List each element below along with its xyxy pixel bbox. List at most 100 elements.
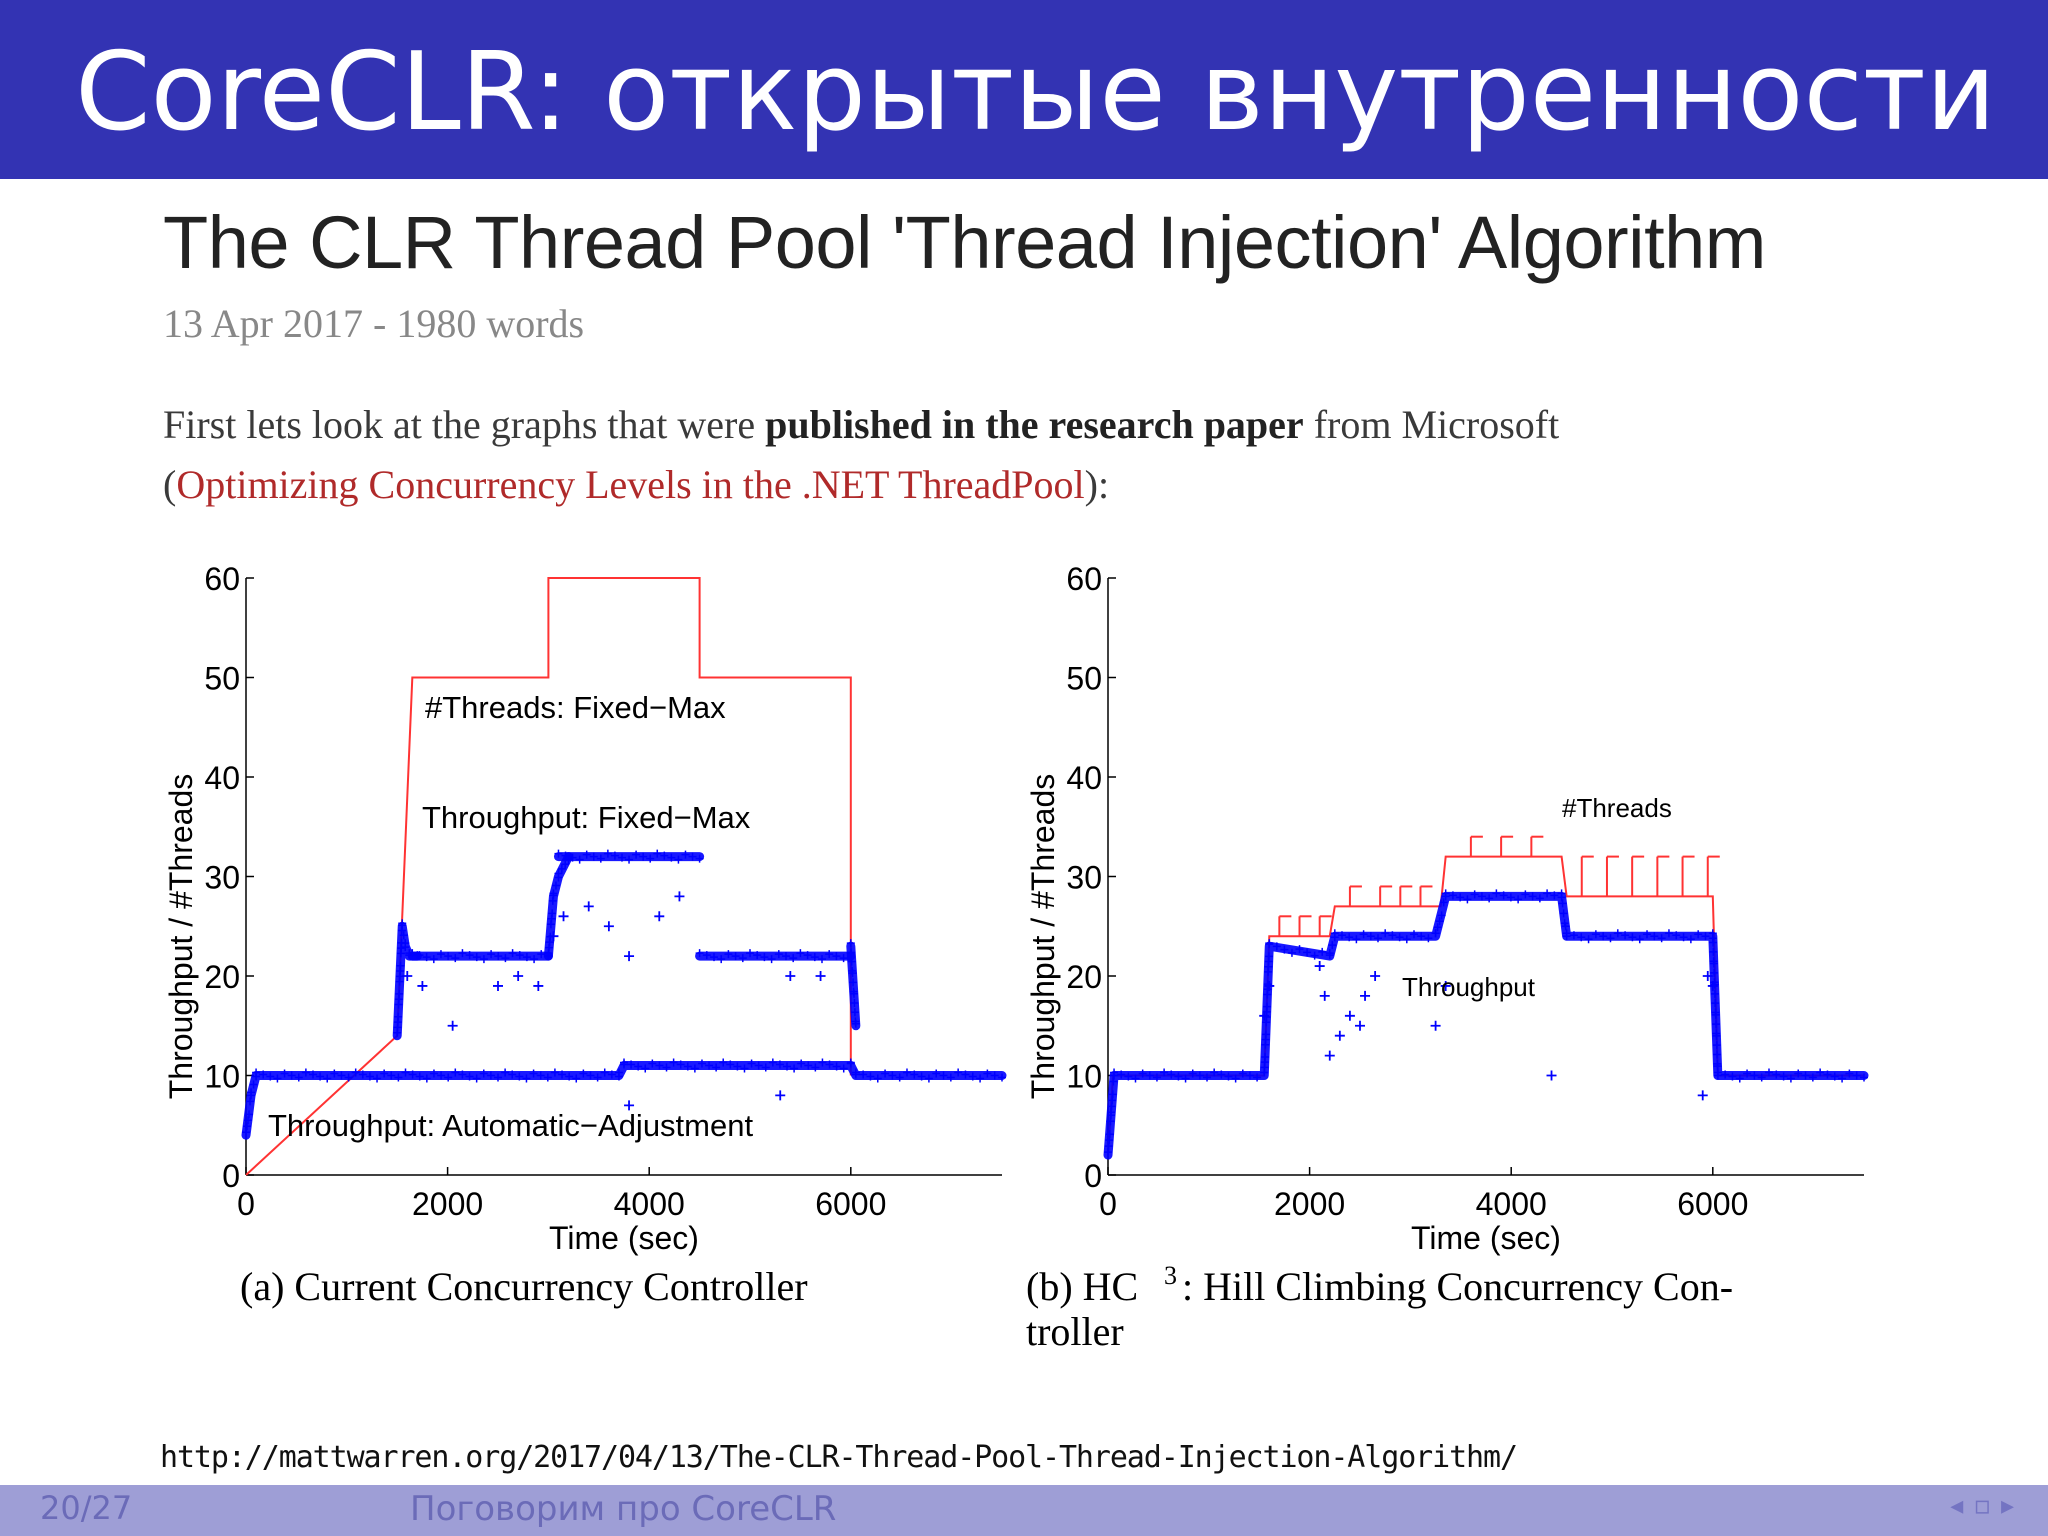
source-url[interactable]: http://mattwarren.org/2017/04/13/The-CLR… (160, 1440, 1518, 1475)
throughput-marker (653, 849, 662, 858)
chart-caption-line2: troller (1026, 1309, 1124, 1354)
throughput-marker (394, 1012, 403, 1021)
throughput-marker (617, 853, 626, 862)
throughput-marker (1728, 1072, 1737, 1081)
paper-link[interactable]: Optimizing Concurrency Levels in the .NE… (176, 462, 1085, 507)
throughput-marker (387, 1071, 396, 1080)
throughput-marker (782, 952, 790, 961)
throughput-marker (415, 951, 424, 960)
throughput-marker (1852, 1071, 1861, 1080)
throughput-marker (681, 850, 690, 859)
throughput-marker (1672, 931, 1681, 940)
y-tick-label: 30 (1066, 860, 1102, 896)
throughput-marker (902, 1068, 911, 1077)
throughput-marker (479, 955, 488, 964)
y-tick-label: 20 (1066, 959, 1102, 995)
paren-close: ): (1084, 462, 1110, 507)
x-tick-label: 2000 (1274, 1186, 1345, 1222)
throughput-marker (1606, 934, 1615, 943)
throughput-marker (976, 1074, 985, 1083)
throughput-marker (1711, 1020, 1720, 1029)
throughput-marker (1160, 1068, 1169, 1077)
throughput-marker (1463, 895, 1472, 904)
throughput-marker (648, 1059, 657, 1068)
throughput-marker (1701, 932, 1710, 941)
throughput-outlier (1259, 1010, 1270, 1021)
throughput-marker (280, 1069, 289, 1078)
throughput-outlier (1546, 1070, 1557, 1081)
nav-frame-icon[interactable]: ▫ (1973, 1491, 2001, 1521)
throughput-marker (990, 1071, 999, 1080)
throughput-marker (1765, 1068, 1773, 1077)
throughput-outlier (775, 1090, 786, 1101)
throughput-marker (572, 1074, 581, 1083)
throughput-marker (939, 1071, 948, 1080)
throughput-marker (1366, 932, 1375, 941)
throughput-marker (688, 852, 697, 861)
throughput-marker (579, 1069, 588, 1078)
throughput-marker (1318, 947, 1327, 956)
throughput-marker (575, 855, 584, 864)
throughput-marker (1224, 1072, 1233, 1081)
throughput-marker (796, 949, 805, 958)
throughput-marker (946, 1073, 955, 1082)
throughput-outlier (1264, 980, 1275, 991)
throughput-marker (301, 1068, 310, 1077)
throughput-marker (1330, 929, 1339, 938)
throughput-marker (1808, 1073, 1817, 1082)
throughput-marker (530, 955, 539, 964)
page-number: 20/27 (40, 1489, 133, 1527)
throughput-marker (551, 881, 560, 890)
throughput-marker (731, 952, 740, 961)
throughput-marker (1686, 935, 1695, 944)
throughput-marker (1261, 1052, 1270, 1061)
throughput-marker (316, 1072, 325, 1081)
throughput-marker (760, 953, 769, 962)
throughput-marker (932, 1069, 941, 1078)
article-meta: 13 Apr 2017 - 1980 words (163, 301, 585, 346)
x-tick-label: 6000 (1677, 1186, 1748, 1222)
y-tick-label: 20 (204, 959, 240, 995)
throughput-marker (1569, 931, 1578, 940)
throughput-marker (849, 978, 858, 987)
throughput-marker (243, 1122, 252, 1131)
x-tick-label: 2000 (412, 1186, 483, 1222)
throughput-marker (582, 850, 591, 859)
throughput-marker (1559, 909, 1568, 918)
nav-right-icon[interactable]: ▸ (2000, 1491, 2024, 1521)
throughput-marker (747, 1059, 756, 1068)
throughput-marker (702, 951, 711, 960)
throughput-marker (803, 951, 812, 960)
throughput-marker (259, 1070, 268, 1079)
throughput-marker (550, 1068, 559, 1077)
throughput-marker (1772, 1070, 1781, 1079)
throughput-marker (832, 1062, 841, 1071)
throughput-marker (1477, 892, 1486, 901)
throughput-marker (810, 953, 819, 962)
throughput-marker (436, 950, 445, 959)
throughput-marker (847, 957, 856, 966)
throughput-marker (593, 1073, 602, 1082)
throughput-marker (487, 950, 496, 959)
throughput-marker (783, 1062, 792, 1071)
throughput-marker (309, 1070, 318, 1079)
chart-caption-prefix: (b) HC (1026, 1264, 1138, 1309)
throughput-marker (790, 1064, 799, 1073)
throughput-marker (401, 1068, 410, 1077)
article-title: The CLR Thread Pool 'Thread Injection' A… (163, 201, 1766, 284)
throughput-marker (401, 939, 410, 948)
throughput-marker (1823, 1070, 1832, 1079)
throughput-marker (825, 1060, 834, 1069)
throughput-marker (641, 1064, 650, 1073)
throughput-marker (465, 951, 474, 960)
throughput-outlier (402, 971, 413, 981)
throughput-marker (1735, 1074, 1744, 1083)
throughput-marker (458, 1070, 467, 1079)
throughput-marker (968, 1072, 977, 1081)
nav-left-icon[interactable]: ◂ (1950, 1491, 1974, 1521)
throughput-marker (695, 854, 704, 863)
throughput-marker (710, 953, 718, 962)
throughput-outlier (1697, 1090, 1708, 1101)
y-tick-label: 0 (222, 1158, 240, 1194)
